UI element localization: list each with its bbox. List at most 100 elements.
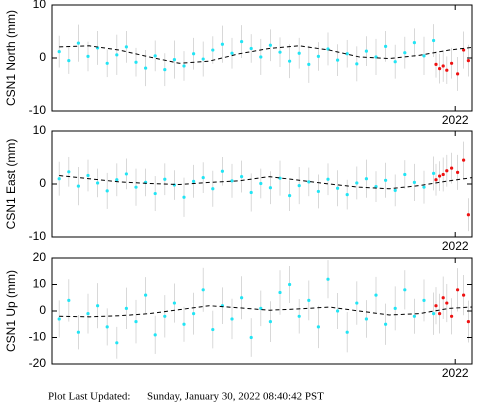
y-tick-label: 10 [33,277,47,291]
y-tick-label: 10 [33,123,47,137]
x-tick-label: 2022 [442,113,469,127]
point [211,327,215,332]
point [230,179,234,183]
point [57,177,61,181]
point [67,170,71,174]
point [182,64,186,68]
point [76,330,80,334]
point [57,50,61,54]
plot-frame [51,257,473,365]
point [105,325,109,329]
point [355,301,359,305]
point [115,341,119,345]
point [163,68,167,72]
point [124,45,128,49]
point [403,288,407,292]
footer-label: Plot Last Updated: [48,391,131,403]
point [345,193,349,197]
y-tick-label: -10 [29,103,47,117]
point [355,62,359,66]
point [434,304,438,308]
point [462,48,466,52]
trend-line [59,45,472,64]
point [384,322,388,326]
point [192,179,196,183]
point [220,169,224,173]
point [249,46,253,51]
x-tick-label: 2022 [442,239,469,253]
point [307,62,311,66]
point [76,184,80,188]
point [134,185,138,189]
point [240,39,244,44]
point [86,173,90,178]
point [307,298,311,302]
point [211,48,215,52]
point [403,172,407,177]
point [268,43,272,47]
point [432,312,436,316]
point [201,176,205,180]
y-tick-label: 0 [39,303,46,317]
point [422,185,426,189]
point [288,59,292,63]
point [278,50,282,54]
point [153,54,157,58]
point [441,64,445,68]
point [307,180,311,184]
point [462,293,466,297]
y-tick-label: 0 [39,50,46,64]
point [441,172,445,177]
point [124,172,128,176]
point [105,189,109,193]
point [438,67,442,71]
point [364,177,368,181]
point [259,55,263,59]
point [153,333,157,337]
point [326,277,330,281]
point [134,60,138,64]
point [96,304,100,308]
point [412,41,416,45]
y-tick-label: 20 [33,250,47,264]
point [201,288,205,292]
point [124,306,128,310]
point [268,320,272,324]
point [403,51,407,55]
point [297,51,301,55]
point [462,158,466,162]
point [67,298,71,302]
point [172,57,176,62]
point [412,314,416,318]
point [115,178,119,182]
point [268,186,272,190]
trend-line [59,305,472,318]
point [445,169,449,173]
plot-frame [51,4,473,112]
point [144,66,148,70]
point [163,314,167,318]
point [297,183,301,188]
point [115,53,119,57]
point [326,177,330,181]
point [230,317,234,321]
point [201,57,205,61]
point [172,301,176,305]
point [345,52,349,56]
point [297,314,301,318]
point [456,72,460,76]
point [345,330,349,334]
point [466,213,470,217]
point [374,293,378,297]
point [434,178,438,182]
point [450,314,454,318]
y-axis-label: CSN1 North (mm) [4,10,18,106]
y-tick-label: -10 [29,330,47,344]
point [134,320,138,324]
point [384,178,388,182]
point [393,306,397,310]
footer-timestamp: Sunday, January 30, 2022 08:40:42 PST [147,391,324,403]
point [336,186,340,190]
point [456,288,460,292]
